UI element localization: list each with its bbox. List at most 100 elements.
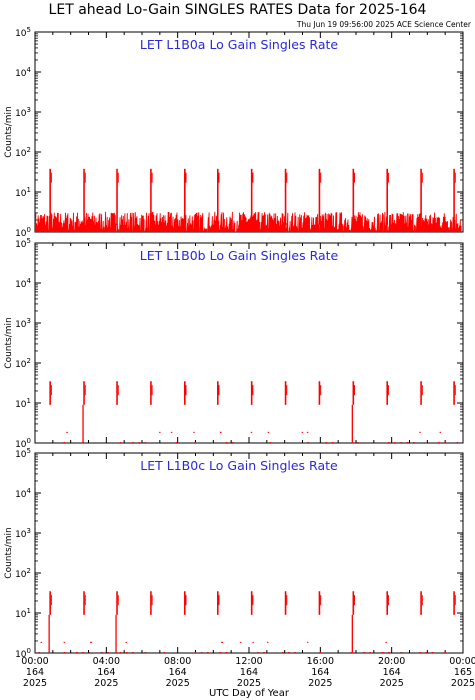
panel-2: 100 101 102 103 104 105 Counts/min LET L1B0b Lo… — [4, 237, 464, 450]
y-tick-label: 103 — [15, 527, 31, 540]
data-point — [419, 652, 421, 653]
data-point — [107, 652, 109, 653]
data-point — [175, 442, 178, 443]
baseline-series — [35, 211, 462, 232]
data-point — [385, 641, 387, 643]
data-point — [82, 652, 84, 653]
data-point — [239, 641, 242, 643]
data-point — [263, 652, 265, 653]
data-point — [221, 641, 223, 643]
data-series — [49, 381, 459, 443]
x-tick-label-year: 2025 — [237, 678, 261, 689]
x-tick-label-year: 2025 — [451, 678, 475, 689]
data-series — [35, 168, 462, 232]
x-tick-label-day: 164 — [311, 667, 329, 678]
y-tick-label: 104 — [15, 487, 31, 500]
data-point — [406, 442, 409, 443]
data-point — [394, 442, 396, 443]
y-tick-label: 103 — [15, 106, 31, 119]
data-series — [38, 591, 456, 653]
y-tick-label: 100 — [15, 437, 31, 450]
data-point — [88, 652, 90, 653]
data-point — [419, 431, 421, 433]
plot-frame — [34, 452, 464, 654]
data-point — [288, 652, 290, 653]
y-tick-label: 104 — [15, 277, 31, 290]
data-point — [219, 652, 222, 653]
y-axis-label: Counts/min — [4, 527, 14, 578]
data-point — [232, 442, 234, 443]
y-tick-label: 102 — [15, 567, 31, 580]
data-point — [40, 641, 43, 643]
x-tick-label-day: 165 — [454, 667, 472, 678]
data-point — [125, 641, 128, 643]
data-point — [193, 431, 195, 433]
y-axis-label: Counts/min — [4, 317, 14, 368]
data-point — [425, 652, 428, 653]
data-point — [194, 652, 197, 653]
y-tick-label: 104 — [15, 66, 31, 79]
data-point — [456, 442, 459, 443]
data-point — [356, 442, 359, 443]
data-point — [301, 431, 304, 433]
data-point — [132, 442, 134, 443]
x-tick-label-time: 12:00 — [235, 656, 262, 667]
data-point — [388, 652, 390, 653]
data-point — [144, 442, 147, 443]
panel-title: LET L1B0b Lo Gain Singles Rate — [140, 248, 339, 263]
data-point — [369, 652, 371, 653]
data-point — [319, 652, 321, 653]
x-tick-label-time: 00:00 — [449, 656, 475, 667]
x-tick-label-time: 08:00 — [164, 656, 191, 667]
x-tick-label-year: 2025 — [166, 678, 190, 689]
y-axis-label: Counts/min — [4, 106, 14, 157]
y-tick-label: 100 — [15, 647, 31, 660]
data-point — [159, 431, 161, 433]
data-point — [363, 652, 365, 653]
y-tick-label: 105 — [15, 26, 31, 39]
data-point — [66, 431, 68, 433]
y-tick-label: 105 — [15, 237, 31, 250]
data-point — [444, 442, 446, 443]
data-point — [207, 652, 209, 653]
panel-1: 100 101 102 103 104 105 Counts/min LET L1B0a Lo… — [4, 26, 464, 239]
x-tick-label-year: 2025 — [308, 678, 332, 689]
y-tick-label: 101 — [15, 607, 31, 620]
data-point — [388, 442, 390, 443]
x-tick-label-year: 2025 — [94, 678, 118, 689]
data-point — [163, 652, 165, 653]
data-point — [381, 652, 384, 653]
y-tick-label: 101 — [15, 186, 31, 199]
data-point — [257, 652, 259, 653]
x-tick-label-time: 00:00 — [21, 656, 48, 667]
data-point — [413, 442, 415, 443]
data-point — [125, 652, 128, 653]
data-point — [252, 641, 254, 643]
data-point — [281, 652, 284, 653]
data-point — [119, 652, 122, 653]
data-point — [269, 442, 272, 443]
panel-title: LET L1B0c Lo Gain Singles Rate — [140, 458, 338, 473]
data-point — [331, 442, 334, 443]
data-point — [325, 442, 328, 443]
chart-title: LET ahead Lo-Gain SINGLES RATES Data for… — [48, 2, 427, 18]
data-point — [350, 652, 353, 653]
y-tick-label: 102 — [15, 357, 31, 370]
y-tick-label: 101 — [15, 397, 31, 410]
data-point — [38, 652, 41, 653]
data-point — [306, 442, 309, 443]
panel-title: LET L1B0a Lo Gain Singles Rate — [140, 37, 339, 52]
data-point — [144, 652, 147, 653]
panel-3: 100 101 102 103 104 105 Counts/min LET L1B0c Lo… — [4, 447, 464, 660]
x-tick-label-day: 164 — [26, 667, 44, 678]
data-point — [194, 442, 197, 443]
x-tick-label-time: 04:00 — [93, 656, 120, 667]
data-point — [431, 652, 434, 653]
x-tick-label-day: 164 — [97, 667, 115, 678]
data-point — [444, 652, 446, 653]
timestamp: Thu Jun 19 09:56:00 2025 ACE Science Cen… — [296, 20, 471, 29]
data-point — [266, 641, 269, 643]
data-point — [267, 431, 270, 433]
x-tick-label-year: 2025 — [23, 678, 47, 689]
